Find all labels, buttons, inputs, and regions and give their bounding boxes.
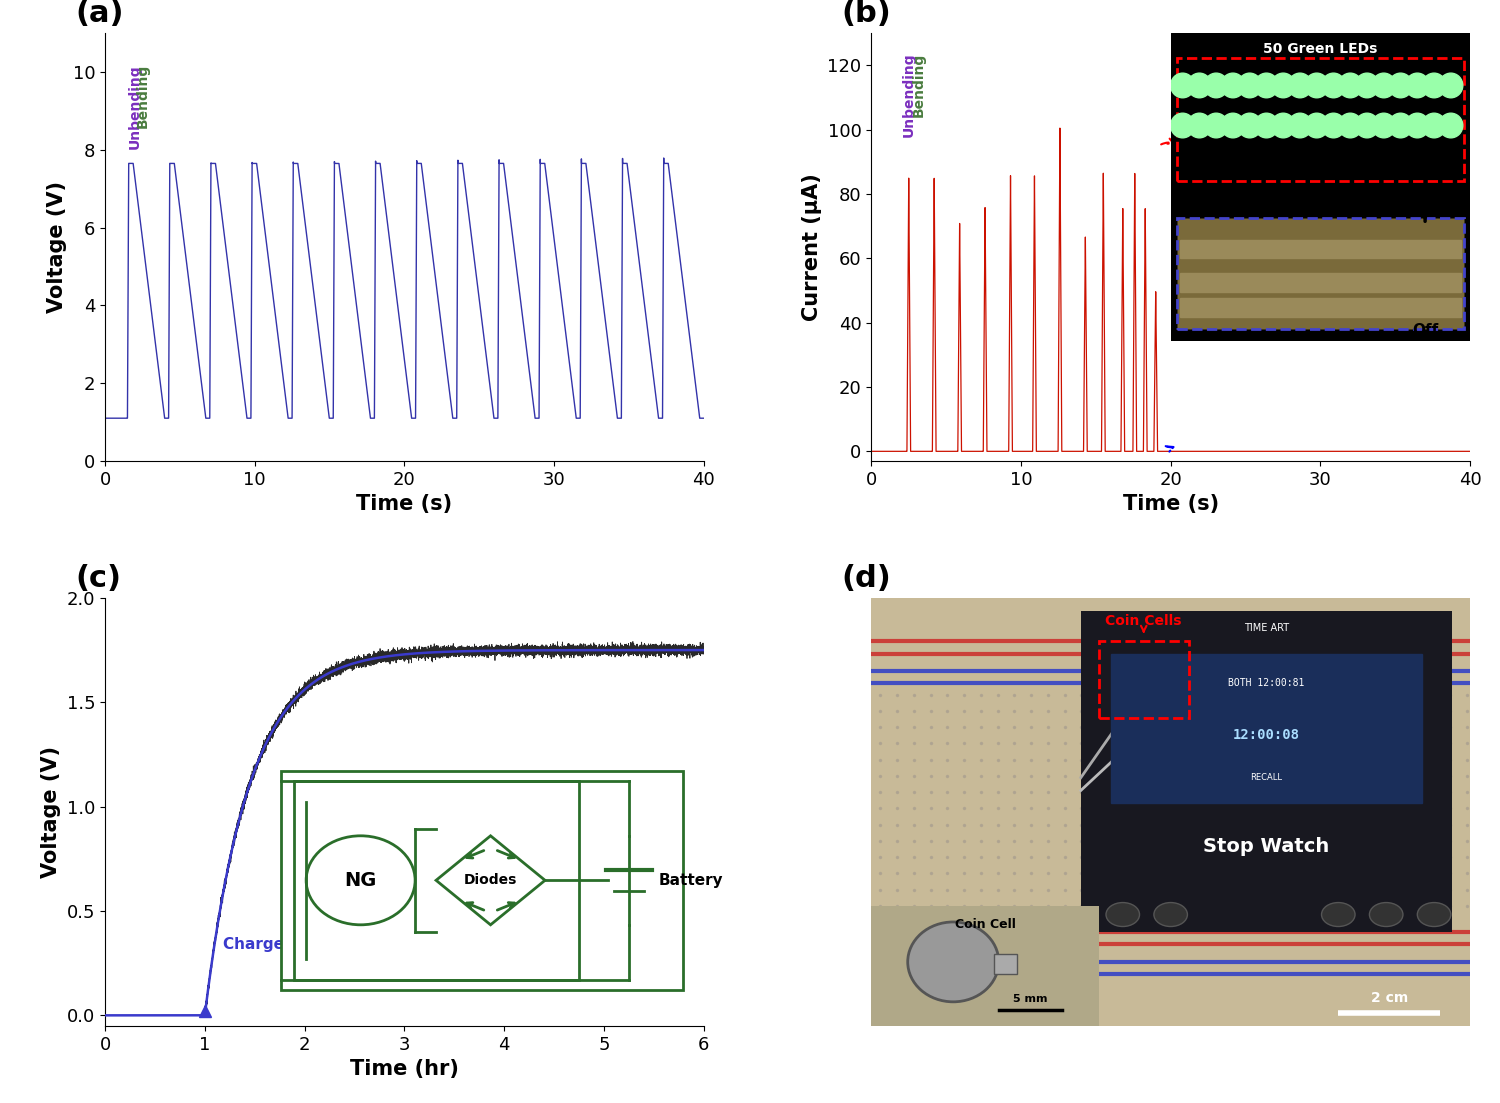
Text: TIME ART: TIME ART — [1244, 623, 1288, 633]
X-axis label: Time (hr): Time (hr) — [350, 1059, 459, 1079]
Bar — [1112, 653, 1422, 803]
Y-axis label: Voltage (V): Voltage (V) — [46, 181, 68, 313]
Text: (d): (d) — [842, 564, 891, 592]
Text: Bending: Bending — [136, 64, 150, 128]
X-axis label: Time (s): Time (s) — [357, 494, 453, 514]
Bar — [1100, 641, 1188, 718]
Text: (b): (b) — [842, 0, 891, 28]
Text: (a): (a) — [75, 0, 123, 28]
Text: Stop Watch: Stop Watch — [1203, 836, 1329, 856]
Circle shape — [1154, 902, 1188, 927]
Y-axis label: Voltage (V): Voltage (V) — [40, 746, 62, 878]
X-axis label: Time (s): Time (s) — [1122, 494, 1218, 514]
Text: RECALL: RECALL — [1251, 773, 1282, 782]
Circle shape — [1106, 902, 1140, 927]
Text: Unbending: Unbending — [128, 64, 142, 149]
Text: 2 cm: 2 cm — [1371, 992, 1408, 1005]
Text: Bending: Bending — [912, 53, 926, 117]
Bar — [1082, 611, 1452, 932]
Y-axis label: Current (μA): Current (μA) — [802, 173, 822, 321]
Text: Coin Cells: Coin Cells — [1106, 614, 1182, 628]
Text: Charge Starting: Charge Starting — [222, 936, 360, 952]
Circle shape — [1370, 902, 1402, 927]
Text: Unbending: Unbending — [902, 53, 915, 137]
Circle shape — [1322, 902, 1354, 927]
Text: (c): (c) — [75, 564, 122, 592]
Text: BOTH 12:00:81: BOTH 12:00:81 — [1228, 678, 1305, 688]
Circle shape — [1418, 902, 1450, 927]
Text: 12:00:08: 12:00:08 — [1233, 728, 1300, 742]
